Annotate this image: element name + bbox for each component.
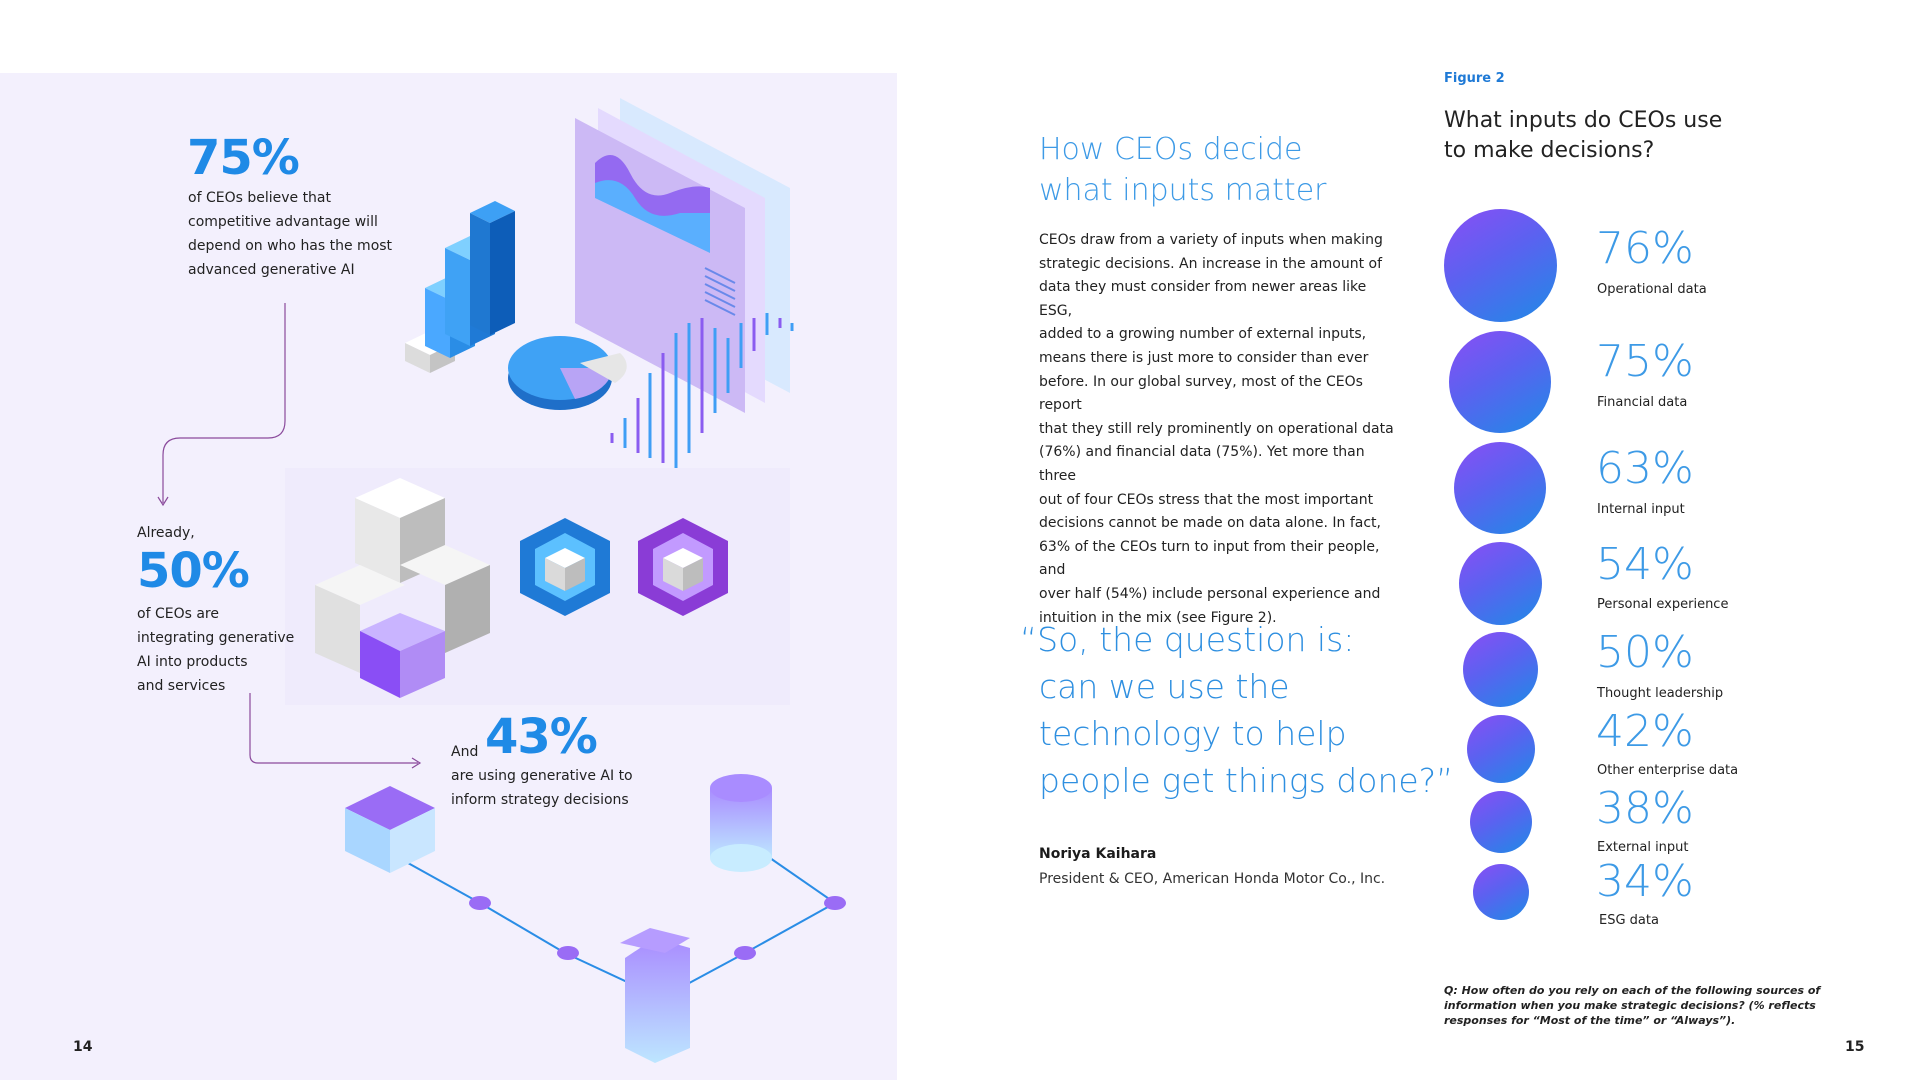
bubble-financial-data — [1449, 331, 1551, 433]
pct-external-input: 38% — [1596, 783, 1694, 834]
bubble-internal-input — [1454, 442, 1546, 534]
pie-chart-3d — [508, 336, 627, 410]
bubble-esg-data — [1473, 864, 1529, 920]
pct-personal-experience: 54% — [1596, 539, 1694, 590]
connector-line-1 — [162, 303, 286, 503]
stat-43-prefix: And — [451, 744, 479, 760]
pct-esg-data: 34% — [1596, 856, 1694, 907]
pct-operational-data: 76% — [1596, 223, 1694, 274]
bar-spikes — [610, 313, 794, 468]
pull-quote: “So, the question is: can we use the tec… — [1020, 620, 1454, 800]
label-internal-input: Internal input — [1597, 502, 1685, 517]
label-other-enterprise-data: Other enterprise data — [1597, 763, 1739, 778]
stat-50-text: of CEOs are integrating generative AI in… — [137, 606, 295, 694]
stat-75-text: of CEOs believe that competitive advanta… — [188, 190, 393, 278]
label-external-input: External input — [1597, 840, 1689, 855]
stat-43-value: 43% — [485, 709, 598, 765]
stat-43-text: are using generative AI to inform strate… — [451, 768, 633, 808]
connector-line-2 — [249, 693, 418, 764]
bubble-external-input — [1470, 791, 1532, 853]
left-illustration-panel: 75% of CEOs believe that competitive adv… — [0, 73, 897, 1080]
cube-cluster — [315, 478, 490, 698]
isometric-illustration — [157, 98, 846, 1063]
article-heading: How CEOs decide what inputs matter — [1039, 132, 1327, 208]
page-number-right: 15 — [1845, 1039, 1865, 1055]
figure-label: Figure 2 — [1444, 71, 1505, 86]
pct-internal-input: 63% — [1596, 443, 1694, 494]
network-diagram — [345, 774, 846, 1063]
stat-50-value: 50% — [137, 543, 250, 599]
bubble-other-enterprise-data — [1467, 715, 1535, 783]
article-body: CEOs draw from a variety of inputs when … — [1039, 232, 1394, 626]
stat-50-prefix: Already, — [137, 525, 195, 541]
page-number-left: 14 — [73, 1039, 93, 1055]
figure-title: What inputs do CEOs use to make decision… — [1444, 108, 1723, 163]
label-thought-leadership: Thought leadership — [1597, 686, 1724, 701]
label-personal-experience: Personal experience — [1597, 597, 1729, 612]
bubble-operational-data — [1444, 209, 1557, 322]
screen-panels — [575, 98, 790, 413]
bubble-thought-leadership — [1463, 632, 1538, 707]
pct-other-enterprise-data: 42% — [1596, 706, 1694, 757]
label-financial-data: Financial data — [1597, 395, 1688, 410]
pct-financial-data: 75% — [1596, 336, 1694, 387]
figure-footnote: Q: How often do you rely on each of the … — [1444, 984, 1821, 1027]
stat-75-value: 75% — [187, 130, 300, 186]
pct-thought-leadership: 50% — [1596, 627, 1694, 678]
attribution-title: President & CEO, American Honda Motor Co… — [1039, 871, 1386, 887]
bubble-personal-experience — [1459, 542, 1542, 625]
bar-chart-3d — [405, 201, 515, 373]
label-operational-data: Operational data — [1597, 282, 1707, 297]
label-esg-data: ESG data — [1599, 913, 1659, 928]
hex-cube-blue — [520, 518, 610, 616]
attribution-name: Noriya Kaihara — [1039, 846, 1157, 862]
hex-cube-purple — [638, 518, 728, 616]
